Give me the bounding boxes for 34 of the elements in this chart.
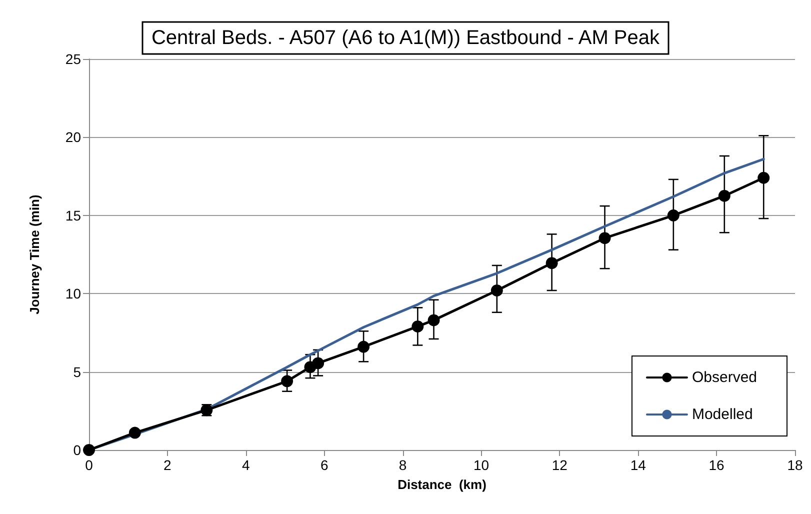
y-tick-label: 5 xyxy=(73,364,82,380)
legend-label: Observed xyxy=(692,369,758,386)
point xyxy=(312,357,324,370)
point xyxy=(758,172,770,184)
point xyxy=(412,320,424,332)
point xyxy=(358,340,370,353)
point xyxy=(718,190,730,202)
x-tick-label: 0 xyxy=(85,457,94,473)
x-tick-label: 10 xyxy=(473,457,490,473)
x-tick-label: 4 xyxy=(242,457,250,473)
x-tick-label: 2 xyxy=(164,457,172,473)
y-tick-label: 10 xyxy=(65,286,82,302)
point xyxy=(667,209,680,222)
point xyxy=(428,314,440,326)
y-axis-title: Journey Time (min) xyxy=(27,194,42,314)
x-tick-label: 18 xyxy=(787,457,803,473)
chart-title: Central Beds. - A507 (A6 to A1(M)) Eastbound - AM Peak xyxy=(151,27,661,49)
y-tick-label: 0 xyxy=(73,442,82,458)
legend-label: Modelled xyxy=(692,406,753,423)
y-tick-label: 25 xyxy=(65,51,82,67)
x-tick-label: 6 xyxy=(320,457,328,473)
x-tick-label: 14 xyxy=(630,457,646,473)
y-tick-label: 15 xyxy=(65,207,82,224)
x-axis-title: Distance (km) xyxy=(398,477,486,492)
x-tick-label: 12 xyxy=(552,457,568,473)
y-tick-label: 20 xyxy=(65,129,82,146)
point xyxy=(83,444,95,456)
point xyxy=(128,426,141,439)
point xyxy=(281,375,294,388)
point xyxy=(598,232,611,244)
point xyxy=(546,257,558,270)
point xyxy=(490,284,503,296)
x-tick-label: 8 xyxy=(398,457,407,473)
x-tick-label: 16 xyxy=(708,457,725,473)
